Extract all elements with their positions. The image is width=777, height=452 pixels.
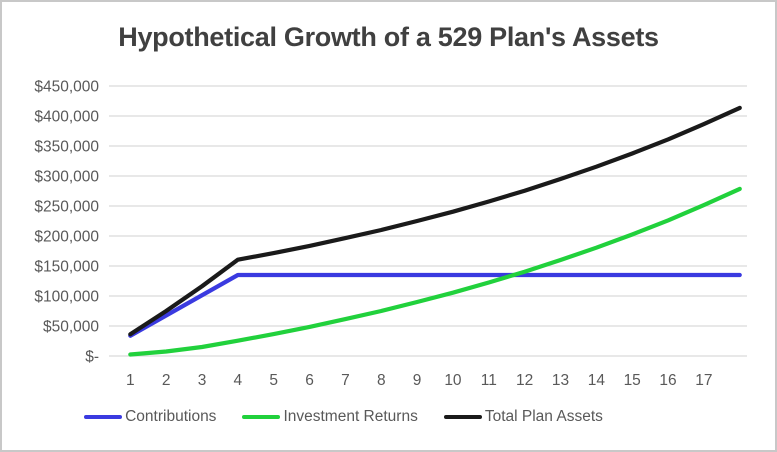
- chart-title: Hypothetical Growth of a 529 Plan's Asse…: [118, 22, 659, 52]
- legend-label-contributions: Contributions: [125, 408, 217, 425]
- series-line-contributions: [128, 272, 742, 338]
- x-tick-label: 14: [588, 372, 606, 389]
- y-tick-label: $200,000: [34, 229, 99, 246]
- x-tick-label: 11: [481, 372, 497, 389]
- x-tick-label: 7: [341, 372, 350, 389]
- x-tick-label: 9: [413, 372, 422, 389]
- y-tick-label: $100,000: [34, 289, 99, 306]
- x-tick-label: 15: [624, 372, 641, 389]
- chart-legend: Contributions Investment Returns Total P…: [2, 408, 775, 426]
- legend-item-contributions: Contributions: [84, 408, 216, 426]
- legend-line-swatch-investment-returns: [242, 414, 281, 420]
- x-tick-label: 6: [305, 372, 314, 389]
- legend-item-total-plan-assets: Total Plan Assets: [443, 408, 603, 426]
- x-tick-label: 2: [162, 372, 171, 389]
- series-line-total-plan-assets: [128, 105, 742, 337]
- y-tick-label: $400,000: [34, 109, 99, 126]
- x-tick-label: 4: [234, 372, 243, 389]
- x-tick-label: 1: [126, 372, 135, 389]
- y-tick-label: $350,000: [34, 139, 99, 156]
- legend-line-swatch-total-plan-assets: [443, 414, 482, 420]
- x-tick-label: 16: [659, 372, 676, 389]
- x-tick-label: 13: [552, 372, 569, 389]
- legend-label-total-plan-assets: Total Plan Assets: [484, 408, 603, 425]
- y-tick-label: $250,000: [34, 199, 99, 216]
- y-tick-label: $450,000: [34, 79, 99, 96]
- legend-item-investment-returns: Investment Returns: [242, 408, 418, 426]
- x-tick-label: 17: [695, 372, 712, 389]
- legend-label-investment-returns: Investment Returns: [283, 408, 418, 425]
- x-tick-label: 5: [269, 372, 278, 389]
- y-tick-label: $50,000: [43, 319, 99, 336]
- y-tick-label: $-: [85, 349, 99, 366]
- x-tick-label: 3: [198, 372, 207, 389]
- y-tick-label: $150,000: [34, 259, 99, 276]
- x-tick-label: 8: [377, 372, 386, 389]
- x-tick-label: 10: [444, 372, 462, 389]
- x-tick-label: 12: [516, 372, 533, 389]
- y-tick-label: $300,000: [34, 169, 99, 186]
- series-line-investment-returns: [128, 186, 742, 357]
- legend-line-swatch-contributions: [84, 414, 123, 420]
